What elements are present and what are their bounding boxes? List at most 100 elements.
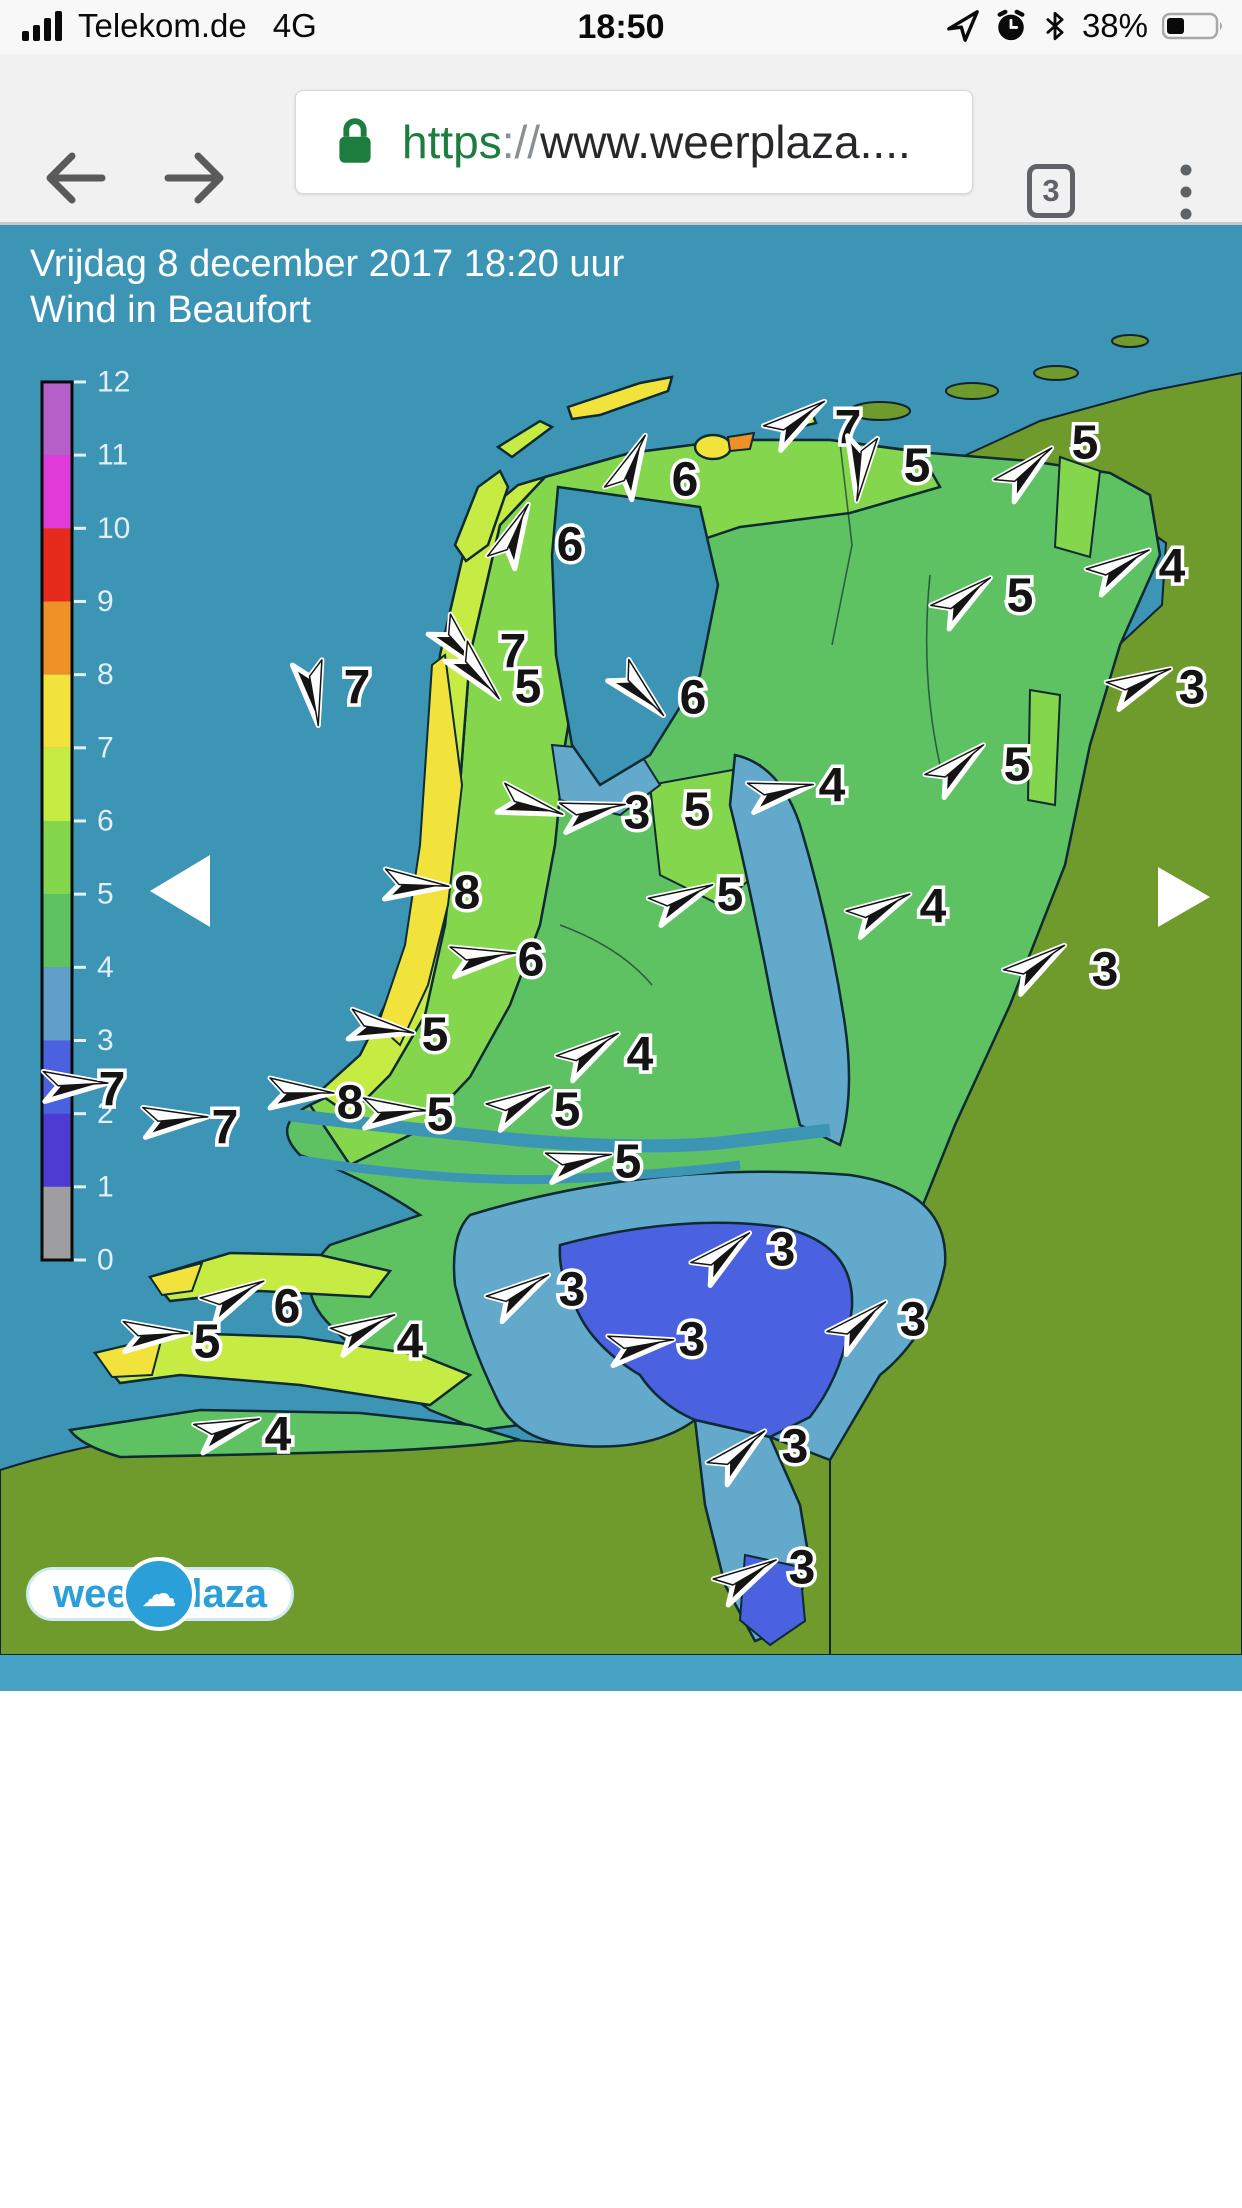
url-text: https://www.weerplaza....	[402, 115, 911, 169]
wind-speed-label: 5	[427, 1089, 454, 1142]
wind-speed-label: 5	[1007, 570, 1034, 623]
wind-arrow-topface	[924, 744, 985, 778]
wind-arrow-topface	[485, 1274, 550, 1303]
wind-speed-label: 5	[1072, 417, 1099, 470]
wind-arrow	[710, 1557, 779, 1608]
island-orange-spot	[726, 431, 756, 453]
wind-speed-label: 4	[397, 1316, 424, 1369]
wind-arrow	[553, 1030, 621, 1084]
wind-speed-label: 3	[789, 1542, 816, 1595]
island	[945, 382, 999, 400]
legend-band-6-7	[42, 747, 72, 821]
legend-tick-label: 8	[97, 658, 114, 691]
wind-arrow-topface	[464, 640, 500, 700]
back-button[interactable]	[42, 148, 108, 208]
wind-speed-label: 5	[684, 784, 711, 837]
legend-tick-label: 5	[97, 878, 114, 911]
wind-speed-label: 3	[900, 1294, 927, 1347]
wind-speed-label: 3	[559, 1264, 586, 1317]
wind-arrow	[824, 1299, 889, 1357]
wind-speed-label: 6	[518, 934, 545, 987]
wind-arrow-topface	[1105, 668, 1172, 691]
legend-tick-label: 3	[97, 1024, 114, 1057]
wind-arrow-topface	[192, 1418, 260, 1436]
wind-arrow	[360, 1095, 431, 1131]
island-ameland	[693, 433, 733, 461]
wind-arrow	[289, 657, 325, 728]
tab-count-button[interactable]: 3	[1027, 164, 1075, 218]
legend-tick-label: 0	[97, 1244, 114, 1277]
wind-arrow-topface	[122, 1320, 189, 1337]
map-title-line2: Wind in Beaufort	[30, 289, 311, 332]
province-border	[831, 442, 853, 646]
wind-arrow	[267, 1075, 337, 1111]
wind-arrow-topface	[762, 400, 826, 431]
region-3-4-ijssel	[728, 753, 851, 1147]
wind-arrow-topface	[329, 1314, 396, 1337]
wind-arrow	[494, 780, 566, 817]
wind-arrow	[191, 1416, 262, 1456]
forward-button[interactable]	[162, 148, 228, 208]
bluetooth-icon	[1046, 11, 1064, 41]
legend-band-4-5	[42, 894, 72, 968]
weerplaza-logo: weer plaza ☁	[26, 1557, 298, 1631]
wind-speed-label: 3	[679, 1314, 706, 1367]
wind-arrow-topface	[603, 434, 646, 488]
url-bar[interactable]: https://www.weerplaza....	[295, 90, 973, 194]
wind-arrow-topface	[627, 658, 665, 717]
wind-arrow-topface	[845, 893, 911, 919]
wind-speed-label: 7	[99, 1064, 126, 1117]
battery-percent-label: 38%	[1081, 7, 1148, 44]
status-right: 38%	[946, 7, 1226, 45]
wind-speed-label: 3	[1092, 944, 1119, 997]
secure-lock-icon	[339, 118, 371, 163]
wind-arrow-topface	[647, 884, 714, 907]
wind-arrow	[605, 1333, 676, 1369]
wind-speed-label: 5	[717, 869, 744, 922]
legend-band-3-4	[42, 967, 72, 1041]
wind-arrow	[688, 1230, 753, 1288]
prev-frame-button[interactable]	[150, 855, 210, 927]
wind-speed-label: 6	[680, 672, 707, 725]
wind-arrow-topface	[856, 437, 879, 502]
island-texel	[453, 469, 510, 563]
next-frame-button[interactable]	[1158, 867, 1210, 927]
wind-arrow	[1083, 547, 1152, 598]
wind-speed-label: 5	[554, 1084, 581, 1137]
clock-label: 18:50	[577, 8, 665, 46]
wind-arrow	[760, 398, 827, 453]
overflow-menu-button[interactable]	[1168, 162, 1204, 222]
wind-arrow-topface	[993, 447, 1053, 483]
wind-speed-label: 5	[422, 1009, 449, 1062]
wind-arrow-topface	[362, 1097, 429, 1114]
wind-arrow	[704, 1428, 768, 1488]
network-type-label: 4G	[272, 7, 317, 44]
island-vlieland	[495, 419, 555, 459]
wind-speed-label: 7	[212, 1102, 239, 1155]
wind-arrow	[327, 1312, 398, 1358]
legend-tick-label: 10	[97, 512, 130, 545]
legend-tick-label: 7	[97, 731, 114, 764]
wind-arrow-topface	[1002, 944, 1066, 975]
legend-tick-label: 4	[97, 951, 114, 984]
wind-arrow	[447, 944, 519, 980]
wind-arrow-topface	[42, 1070, 109, 1087]
wind-arrow	[645, 882, 716, 928]
wind-arrow	[922, 742, 987, 800]
region-5-6-drenthe	[1026, 688, 1062, 807]
location-arrow-icon	[947, 10, 979, 42]
signal-strength-icon	[22, 11, 62, 41]
wind-arrow	[120, 1318, 191, 1354]
legend-band-11-12	[42, 381, 72, 456]
province-border	[559, 924, 653, 986]
wind-speed-label: 7	[500, 626, 527, 679]
wind-arrow	[602, 432, 648, 503]
wind-speed-label: 5	[1004, 739, 1031, 792]
wind-speed-label: 8	[454, 867, 481, 920]
status-left: Telekom.de 4G	[22, 7, 317, 45]
island	[1033, 365, 1079, 381]
wind-arrow-topface	[269, 1077, 335, 1094]
wind-arrow	[843, 891, 913, 940]
wind-arrow-topface	[449, 946, 517, 961]
